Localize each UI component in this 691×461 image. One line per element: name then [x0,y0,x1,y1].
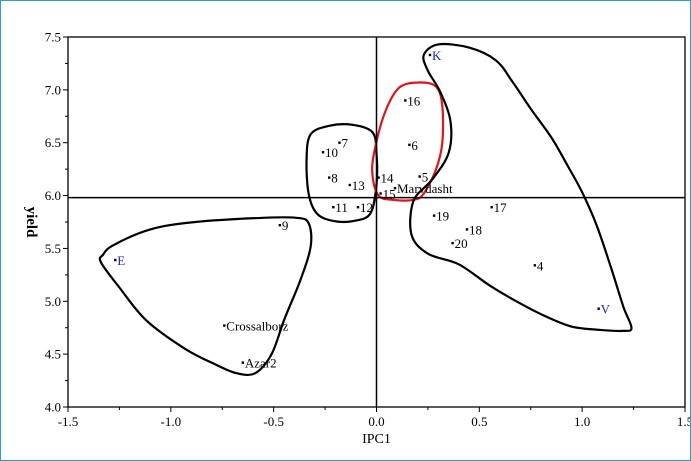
point-label-4: 4 [537,258,544,273]
point-marker-18 [465,228,469,231]
point-label-8: 8 [331,171,338,186]
y-tick-label: 5.5 [45,241,61,256]
point-marker-17 [490,206,493,209]
point-label-15: 15 [383,186,396,201]
x-axis-title: IPC1 [362,432,391,447]
point-marker-14 [377,176,380,179]
y-tick-label: 4.0 [45,400,61,415]
cluster-outline-1 [98,216,313,377]
axis-ticks: -1.5 -1.0 -0.5 0.0 0.5 1.0 1.5 4.0 4.5 5.0 5.5 6.0 6… [45,30,690,430]
point-label-e: E [117,253,125,268]
point-marker-azar2 [241,361,245,364]
x-tick-label: -1.0 [161,414,182,429]
point-marker-12 [356,206,360,209]
point-marker-20 [451,241,454,245]
x-tick-label: 0.5 [471,414,487,429]
point-label-12: 12 [360,200,373,215]
point-label-17: 17 [494,200,508,215]
x-tick-label: 0.0 [368,414,384,429]
clusters-layer [98,42,633,377]
point-marker-11 [332,206,335,209]
point-label-7: 7 [341,136,348,151]
point-marker-15 [379,192,382,195]
point-marker-8 [327,176,331,179]
point-label-crossalborz: Crossalborz [226,319,288,334]
y-tick-label: 5.0 [45,294,61,309]
y-tick-label: 6.5 [45,135,61,150]
point-label-azar2: Azar2 [245,356,277,371]
point-marker-v [597,307,600,310]
point-label-9: 9 [282,218,289,233]
point-marker-13 [348,183,351,187]
point-marker-16 [404,99,407,102]
y-tick-label: 6.0 [45,188,61,203]
point-marker-10 [321,151,325,154]
point-label-11: 11 [335,200,348,215]
x-tick-label: -0.5 [263,414,284,429]
point-marker-e [114,258,117,262]
point-label-16: 16 [407,93,421,108]
point-marker-k [428,53,432,57]
point-marker-5 [418,175,421,178]
point-label-19: 19 [436,209,449,224]
cluster-outline-2 [305,123,379,223]
point-marker-marvdasht [393,186,397,190]
point-marker-crossalborz [223,324,226,327]
cluster-outline-4 [409,42,633,333]
x-tick-label: 1.0 [574,414,590,429]
point-label-k: K [432,48,442,63]
y-tick-label: 7.5 [45,30,61,45]
y-tick-label: 4.5 [45,347,61,362]
point-marker-9 [278,223,282,227]
y-axis-title: yield [23,207,39,238]
point-marker-19 [432,214,436,217]
point-label-6: 6 [411,138,418,153]
y-tick-label: 7.0 [45,82,61,97]
x-tick-label: -1.5 [58,414,79,429]
point-marker-7 [338,141,341,144]
point-label-18: 18 [469,222,482,237]
point-label-v: V [601,302,611,317]
point-label-marvdasht: Marvdasht [397,181,453,196]
point-label-13: 13 [352,178,365,193]
point-marker-4 [533,264,537,267]
point-label-14: 14 [381,171,395,186]
point-label-10: 10 [325,145,338,160]
point-label-5: 5 [422,170,429,185]
point-marker-6 [408,143,411,147]
cluster-outline-3 [371,81,445,202]
point-label-20: 20 [455,236,468,251]
x-tick-label: 1.5 [677,414,690,429]
